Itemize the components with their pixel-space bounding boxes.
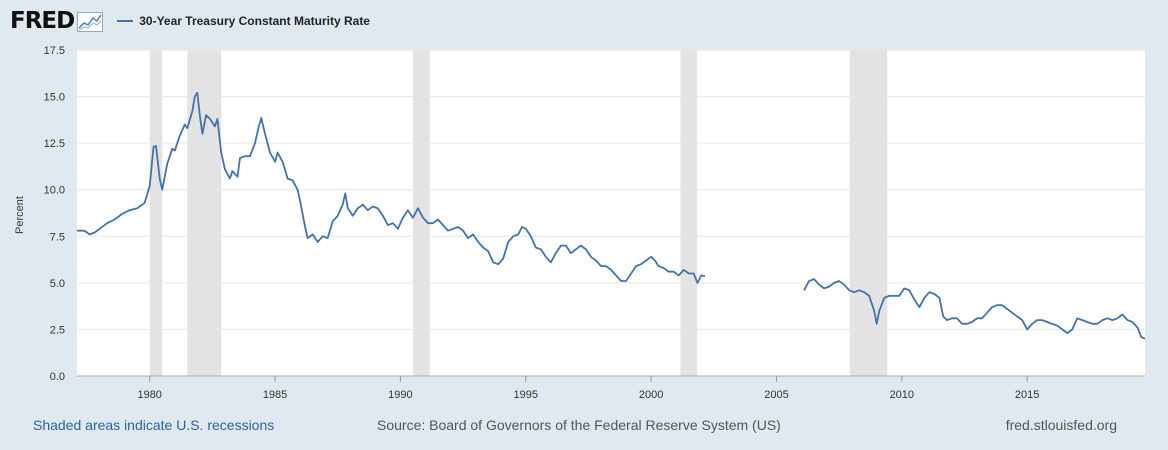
y-tick-label: 12.5: [44, 138, 65, 150]
x-tick-label: 1995: [514, 389, 538, 400]
header: FRED 30-Year Treasury Constant Maturity …: [10, 6, 370, 36]
chart-line-icon: [77, 12, 104, 32]
recession-band: [849, 50, 888, 376]
series-lines: [77, 91, 1146, 340]
source-text: Source: Board of Governors of the Federa…: [377, 417, 781, 433]
fred-url[interactable]: fred.stlouisfed.org: [1005, 417, 1117, 433]
plot-background: [77, 50, 1145, 376]
y-tick-label: 15.0: [44, 92, 65, 104]
x-axis-ticks: 1980 1985 1990 1995 2000 2005 2010 2015: [137, 376, 1039, 400]
x-tick-label: 1980: [137, 389, 161, 400]
recession-shading: [149, 50, 888, 376]
y-tick-label: 0.0: [50, 371, 65, 383]
x-tick-label: 2005: [764, 389, 788, 400]
y-tick-label: 17.5: [44, 45, 65, 57]
recession-band: [187, 50, 222, 376]
y-tick-label: 2.5: [50, 324, 65, 336]
x-tick-label: 2000: [639, 389, 663, 400]
x-tick-label: 1990: [388, 389, 412, 400]
x-tick-label: 2010: [890, 389, 914, 400]
x-tick-label: 2015: [1015, 389, 1039, 400]
chart[interactable]: 0.0 2.5 5.0 7.5 10.0 12.5 15.0 17.5 1980 1985 199…: [0, 0, 1168, 400]
fred-logo[interactable]: FRED: [10, 8, 75, 34]
series-line-segment: [803, 278, 1146, 340]
legend-swatch: [117, 20, 134, 22]
y-tick-label: 5.0: [50, 278, 65, 290]
legend-label: 30-Year Treasury Constant Maturity Rate: [139, 14, 370, 28]
y-tick-label: 10.0: [44, 185, 65, 197]
y-axis-label: Percent: [14, 196, 26, 234]
x-tick-label: 1985: [263, 389, 287, 400]
legend[interactable]: 30-Year Treasury Constant Maturity Rate: [117, 14, 370, 28]
recession-band: [680, 50, 697, 376]
recession-band: [149, 50, 163, 376]
recession-note-link[interactable]: Shaded areas indicate U.S. recessions: [33, 417, 275, 433]
y-tick-label: 7.5: [50, 231, 65, 243]
series-line-segment: [77, 91, 706, 284]
y-axis-ticks: 0.0 2.5 5.0 7.5 10.0 12.5 15.0 17.5: [44, 45, 65, 383]
